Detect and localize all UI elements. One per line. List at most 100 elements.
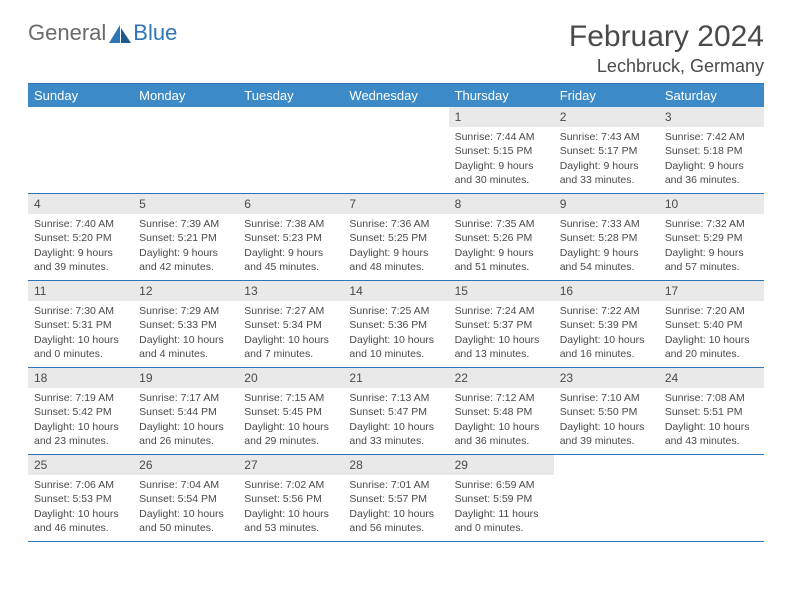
day-cell: 29Sunrise: 6:59 AMSunset: 5:59 PMDayligh… bbox=[449, 455, 554, 541]
daylight-line: Daylight: 9 hours and 33 minutes. bbox=[560, 159, 653, 187]
day-body: Sunrise: 7:42 AMSunset: 5:18 PMDaylight:… bbox=[659, 127, 764, 191]
day-body: Sunrise: 7:15 AMSunset: 5:45 PMDaylight:… bbox=[238, 388, 343, 452]
day-body: Sunrise: 7:22 AMSunset: 5:39 PMDaylight:… bbox=[554, 301, 659, 365]
day-number: 7 bbox=[343, 194, 448, 214]
daylight-line: Daylight: 11 hours and 0 minutes. bbox=[455, 507, 548, 535]
day-number-empty bbox=[659, 455, 764, 475]
day-number: 29 bbox=[449, 455, 554, 475]
title-block: February 2024 Lechbruck, Germany bbox=[569, 20, 764, 77]
sunrise-line: Sunrise: 7:12 AM bbox=[455, 391, 548, 405]
day-body: Sunrise: 7:27 AMSunset: 5:34 PMDaylight:… bbox=[238, 301, 343, 365]
sunrise-line: Sunrise: 7:25 AM bbox=[349, 304, 442, 318]
sunrise-line: Sunrise: 7:33 AM bbox=[560, 217, 653, 231]
day-number: 17 bbox=[659, 281, 764, 301]
weekday-header: Wednesday bbox=[343, 84, 448, 107]
sunrise-line: Sunrise: 7:39 AM bbox=[139, 217, 232, 231]
day-body: Sunrise: 7:10 AMSunset: 5:50 PMDaylight:… bbox=[554, 388, 659, 452]
sunset-line: Sunset: 5:31 PM bbox=[34, 318, 127, 332]
day-cell bbox=[238, 107, 343, 193]
daylight-line: Daylight: 9 hours and 54 minutes. bbox=[560, 246, 653, 274]
location: Lechbruck, Germany bbox=[569, 56, 764, 77]
sunset-line: Sunset: 5:39 PM bbox=[560, 318, 653, 332]
day-body: Sunrise: 7:44 AMSunset: 5:15 PMDaylight:… bbox=[449, 127, 554, 191]
sunrise-line: Sunrise: 7:27 AM bbox=[244, 304, 337, 318]
day-number: 4 bbox=[28, 194, 133, 214]
sunrise-line: Sunrise: 7:29 AM bbox=[139, 304, 232, 318]
sunrise-line: Sunrise: 7:04 AM bbox=[139, 478, 232, 492]
daylight-line: Daylight: 9 hours and 57 minutes. bbox=[665, 246, 758, 274]
sunset-line: Sunset: 5:15 PM bbox=[455, 144, 548, 158]
daylight-line: Daylight: 9 hours and 42 minutes. bbox=[139, 246, 232, 274]
day-cell: 15Sunrise: 7:24 AMSunset: 5:37 PMDayligh… bbox=[449, 281, 554, 367]
day-cell: 20Sunrise: 7:15 AMSunset: 5:45 PMDayligh… bbox=[238, 368, 343, 454]
sunset-line: Sunset: 5:21 PM bbox=[139, 231, 232, 245]
day-cell: 1Sunrise: 7:44 AMSunset: 5:15 PMDaylight… bbox=[449, 107, 554, 193]
day-number: 18 bbox=[28, 368, 133, 388]
daylight-line: Daylight: 10 hours and 4 minutes. bbox=[139, 333, 232, 361]
daylight-line: Daylight: 10 hours and 10 minutes. bbox=[349, 333, 442, 361]
day-cell: 2Sunrise: 7:43 AMSunset: 5:17 PMDaylight… bbox=[554, 107, 659, 193]
calendar: SundayMondayTuesdayWednesdayThursdayFrid… bbox=[28, 83, 764, 542]
day-body: Sunrise: 7:32 AMSunset: 5:29 PMDaylight:… bbox=[659, 214, 764, 278]
day-body: Sunrise: 7:36 AMSunset: 5:25 PMDaylight:… bbox=[343, 214, 448, 278]
sunset-line: Sunset: 5:53 PM bbox=[34, 492, 127, 506]
sunset-line: Sunset: 5:33 PM bbox=[139, 318, 232, 332]
day-number: 27 bbox=[238, 455, 343, 475]
daylight-line: Daylight: 10 hours and 39 minutes. bbox=[560, 420, 653, 448]
day-body: Sunrise: 6:59 AMSunset: 5:59 PMDaylight:… bbox=[449, 475, 554, 539]
day-cell bbox=[343, 107, 448, 193]
day-body: Sunrise: 7:30 AMSunset: 5:31 PMDaylight:… bbox=[28, 301, 133, 365]
day-cell: 25Sunrise: 7:06 AMSunset: 5:53 PMDayligh… bbox=[28, 455, 133, 541]
sunrise-line: Sunrise: 7:35 AM bbox=[455, 217, 548, 231]
weekday-header: Thursday bbox=[449, 84, 554, 107]
sunrise-line: Sunrise: 7:42 AM bbox=[665, 130, 758, 144]
daylight-line: Daylight: 10 hours and 33 minutes. bbox=[349, 420, 442, 448]
sunrise-line: Sunrise: 7:22 AM bbox=[560, 304, 653, 318]
logo-blue: Blue bbox=[133, 20, 177, 46]
sunset-line: Sunset: 5:44 PM bbox=[139, 405, 232, 419]
day-cell bbox=[133, 107, 238, 193]
day-body: Sunrise: 7:33 AMSunset: 5:28 PMDaylight:… bbox=[554, 214, 659, 278]
daylight-line: Daylight: 10 hours and 26 minutes. bbox=[139, 420, 232, 448]
day-number: 12 bbox=[133, 281, 238, 301]
week-row: 18Sunrise: 7:19 AMSunset: 5:42 PMDayligh… bbox=[28, 368, 764, 455]
sunrise-line: Sunrise: 7:15 AM bbox=[244, 391, 337, 405]
sunrise-line: Sunrise: 7:13 AM bbox=[349, 391, 442, 405]
sunrise-line: Sunrise: 7:24 AM bbox=[455, 304, 548, 318]
sunset-line: Sunset: 5:47 PM bbox=[349, 405, 442, 419]
day-cell: 17Sunrise: 7:20 AMSunset: 5:40 PMDayligh… bbox=[659, 281, 764, 367]
day-number: 19 bbox=[133, 368, 238, 388]
logo-general: General bbox=[28, 20, 106, 46]
day-body: Sunrise: 7:40 AMSunset: 5:20 PMDaylight:… bbox=[28, 214, 133, 278]
sunset-line: Sunset: 5:37 PM bbox=[455, 318, 548, 332]
week-row: 1Sunrise: 7:44 AMSunset: 5:15 PMDaylight… bbox=[28, 107, 764, 194]
day-number: 28 bbox=[343, 455, 448, 475]
daylight-line: Daylight: 9 hours and 51 minutes. bbox=[455, 246, 548, 274]
daylight-line: Daylight: 10 hours and 0 minutes. bbox=[34, 333, 127, 361]
day-cell: 6Sunrise: 7:38 AMSunset: 5:23 PMDaylight… bbox=[238, 194, 343, 280]
day-cell: 4Sunrise: 7:40 AMSunset: 5:20 PMDaylight… bbox=[28, 194, 133, 280]
day-body: Sunrise: 7:17 AMSunset: 5:44 PMDaylight:… bbox=[133, 388, 238, 452]
daylight-line: Daylight: 10 hours and 7 minutes. bbox=[244, 333, 337, 361]
day-cell: 19Sunrise: 7:17 AMSunset: 5:44 PMDayligh… bbox=[133, 368, 238, 454]
daylight-line: Daylight: 10 hours and 20 minutes. bbox=[665, 333, 758, 361]
day-cell: 27Sunrise: 7:02 AMSunset: 5:56 PMDayligh… bbox=[238, 455, 343, 541]
day-number: 25 bbox=[28, 455, 133, 475]
day-number: 23 bbox=[554, 368, 659, 388]
weekday-header: Friday bbox=[554, 84, 659, 107]
sunset-line: Sunset: 5:48 PM bbox=[455, 405, 548, 419]
daylight-line: Daylight: 10 hours and 53 minutes. bbox=[244, 507, 337, 535]
day-cell: 7Sunrise: 7:36 AMSunset: 5:25 PMDaylight… bbox=[343, 194, 448, 280]
day-cell bbox=[659, 455, 764, 541]
week-row: 4Sunrise: 7:40 AMSunset: 5:20 PMDaylight… bbox=[28, 194, 764, 281]
day-body: Sunrise: 7:13 AMSunset: 5:47 PMDaylight:… bbox=[343, 388, 448, 452]
sunrise-line: Sunrise: 6:59 AM bbox=[455, 478, 548, 492]
weekday-header: Monday bbox=[133, 84, 238, 107]
weekday-header: Tuesday bbox=[238, 84, 343, 107]
day-number-empty bbox=[133, 107, 238, 127]
daylight-line: Daylight: 10 hours and 29 minutes. bbox=[244, 420, 337, 448]
sunset-line: Sunset: 5:26 PM bbox=[455, 231, 548, 245]
sunset-line: Sunset: 5:25 PM bbox=[349, 231, 442, 245]
sunset-line: Sunset: 5:59 PM bbox=[455, 492, 548, 506]
sunrise-line: Sunrise: 7:43 AM bbox=[560, 130, 653, 144]
